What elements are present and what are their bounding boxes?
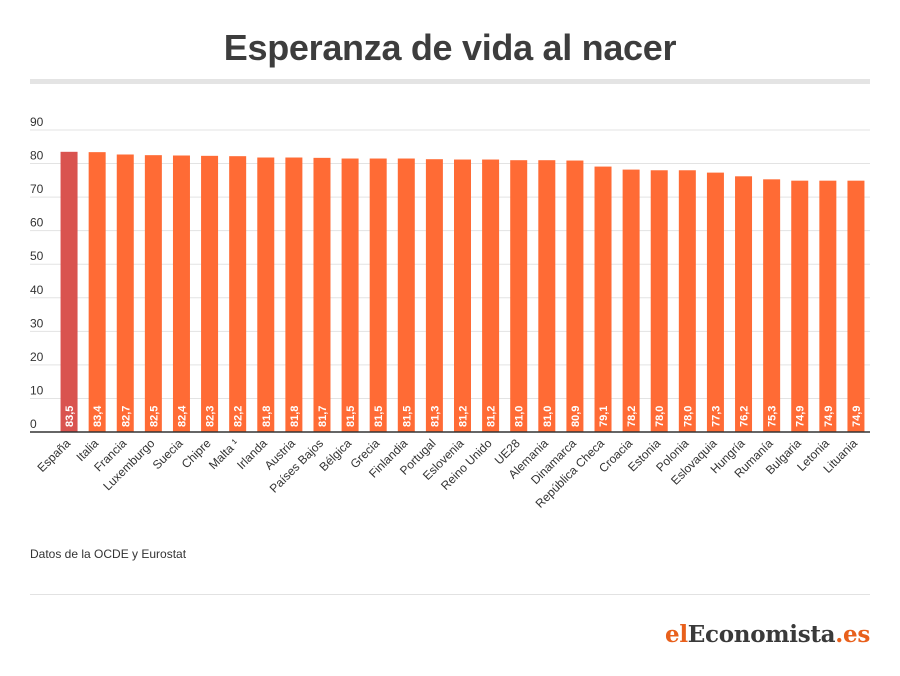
bar <box>538 160 556 432</box>
value-label: 81,5 <box>373 406 385 427</box>
y-tick-label: 20 <box>30 350 44 364</box>
bar <box>594 166 612 432</box>
bar <box>622 169 640 432</box>
bar <box>88 152 106 432</box>
value-label: 76,2 <box>739 406 751 427</box>
value-label: 74,9 <box>795 406 807 427</box>
bar <box>285 157 303 432</box>
value-label: 78,0 <box>682 406 694 427</box>
y-tick-label: 60 <box>30 216 44 230</box>
bar <box>313 157 331 432</box>
value-label: 79,1 <box>598 406 610 427</box>
value-label: 82,4 <box>176 405 188 427</box>
source-note: Datos de la OCDE y Eurostat <box>30 547 187 561</box>
x-tick-label: España <box>34 436 73 475</box>
value-label: 77,3 <box>710 406 722 427</box>
bar <box>116 154 134 433</box>
y-tick-label: 0 <box>30 417 37 431</box>
value-label: 81,0 <box>542 406 554 427</box>
bar <box>397 158 415 432</box>
value-label: 81,2 <box>486 406 498 427</box>
bar <box>369 158 387 432</box>
value-label: 81,7 <box>317 406 329 427</box>
value-label: 81,8 <box>289 406 301 427</box>
y-tick-label: 90 <box>30 115 44 129</box>
bar <box>229 156 247 432</box>
bar <box>735 176 753 432</box>
title-divider <box>30 79 870 84</box>
value-label: 81,0 <box>514 406 526 427</box>
brand-logo-part-c: .es <box>835 621 870 648</box>
value-label: 83,5 <box>64 406 76 427</box>
bar <box>60 151 78 433</box>
y-tick-label: 50 <box>30 249 44 263</box>
bar <box>425 159 443 432</box>
value-label: 81,2 <box>458 406 470 427</box>
x-tick-label: Malta ¹ <box>206 436 242 472</box>
bar <box>566 160 584 432</box>
x-tick-label: Bélgica <box>316 436 354 474</box>
x-tick-label: Suecia <box>150 436 186 472</box>
y-tick-label: 70 <box>30 182 44 196</box>
value-label: 82,7 <box>120 406 132 427</box>
footer-divider <box>30 594 870 595</box>
value-label: 80,9 <box>570 406 582 427</box>
value-label: 83,4 <box>92 405 104 427</box>
bar <box>791 180 809 432</box>
y-tick-label: 80 <box>30 149 44 163</box>
value-label: 81,5 <box>345 406 357 427</box>
brand-logo-part-a: el <box>665 621 688 648</box>
y-tick-label: 30 <box>30 316 44 330</box>
y-tick-label: 10 <box>30 383 44 397</box>
value-label: 74,9 <box>823 406 835 427</box>
value-label: 81,8 <box>261 406 273 427</box>
bar <box>763 179 781 432</box>
value-label: 82,5 <box>148 406 160 427</box>
bar <box>257 157 275 432</box>
bar <box>847 180 865 432</box>
bar <box>454 159 471 433</box>
bar-chart: 010203040506070809083,5España83,4Italia8… <box>30 115 870 511</box>
bar <box>201 155 219 433</box>
bar <box>172 155 190 432</box>
value-label: 81,3 <box>429 406 441 427</box>
bar <box>650 170 668 432</box>
value-label: 74,9 <box>851 406 863 427</box>
brand-logo: elEconomista.es <box>665 621 870 648</box>
bar <box>678 170 696 432</box>
bar <box>482 159 500 433</box>
value-label: 81,5 <box>401 406 413 427</box>
value-label: 82,3 <box>205 406 217 427</box>
value-label: 78,0 <box>654 406 666 427</box>
chart-title: Esperanza de vida al nacer <box>223 27 677 68</box>
bar <box>144 155 162 432</box>
bar <box>510 160 528 432</box>
value-label: 82,2 <box>233 406 245 427</box>
y-tick-label: 40 <box>30 283 44 297</box>
value-label: 78,2 <box>626 406 638 427</box>
bar <box>819 180 837 432</box>
bar <box>341 158 359 432</box>
value-label: 75,3 <box>767 406 779 427</box>
brand-logo-part-b: Economista <box>687 621 836 648</box>
bar <box>706 172 724 433</box>
